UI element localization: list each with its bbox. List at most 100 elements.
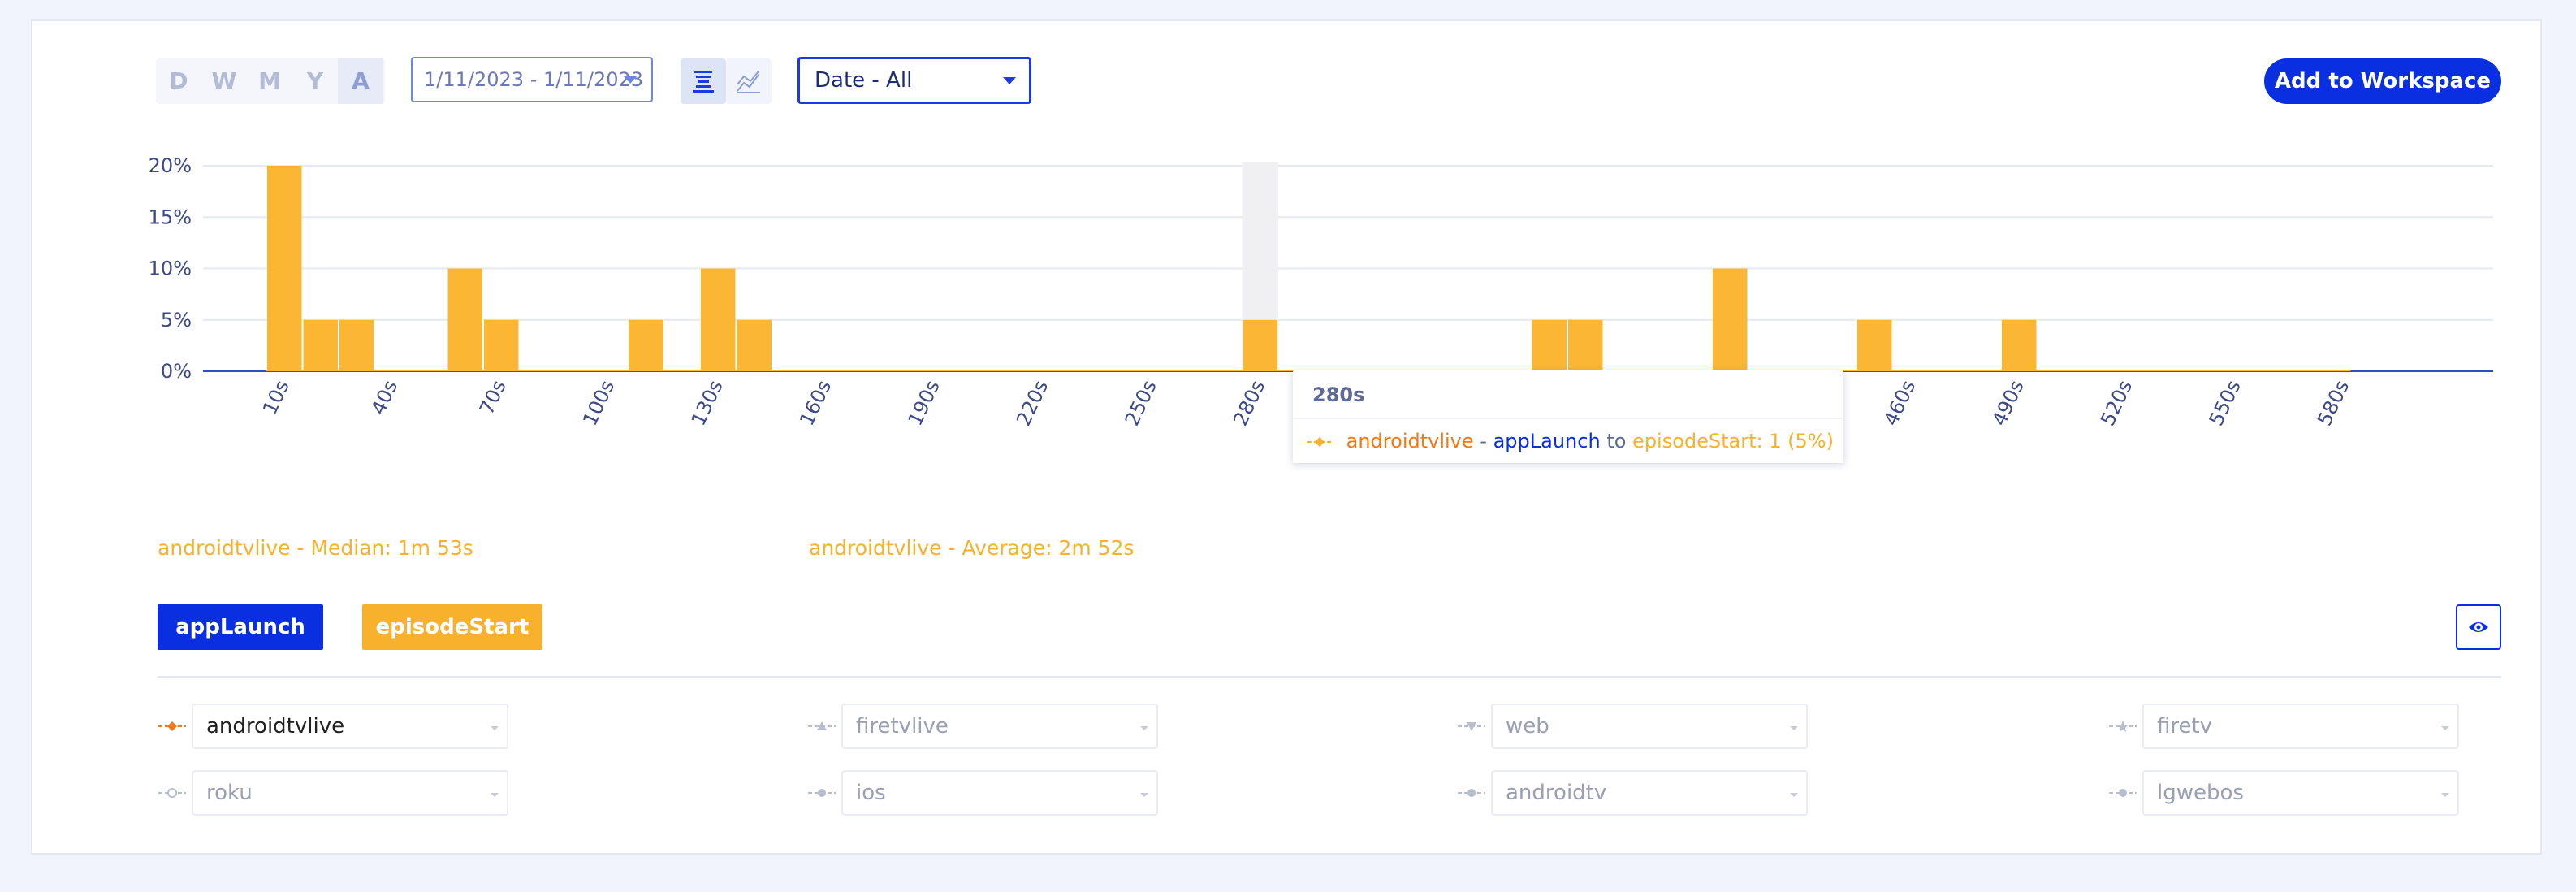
chevron-down-icon <box>2441 726 2449 730</box>
x-tick-label: 550s <box>2205 377 2245 430</box>
bar <box>629 319 663 371</box>
x-tick-label: 130s <box>687 377 728 430</box>
y-axis-ticks: 0% 5% 10% 15% 20% <box>149 154 192 383</box>
event-applaunch-button[interactable]: appLaunch <box>158 604 323 650</box>
series-marker-icon <box>158 788 186 798</box>
chart-grid <box>203 165 2493 372</box>
date-range-value: 1/11/2023 - 1/11/2023 <box>424 68 644 91</box>
chart-tooltip: 280s androidtvlive - appLaunch to episod… <box>1293 370 1843 463</box>
series-marker-icon <box>1307 437 1332 447</box>
legend-select[interactable]: androidtvlive <box>192 704 508 749</box>
tooltip-from-event: appLaunch <box>1493 430 1601 452</box>
chevron-down-icon <box>1003 77 1016 84</box>
line-view-button[interactable] <box>726 58 772 104</box>
tooltip-row: androidtvlive - appLaunch to episodeStar… <box>1293 419 1843 463</box>
x-tick-label: 160s <box>795 377 836 430</box>
legend-item-androidtvlive[interactable]: androidtvlive <box>158 704 508 751</box>
x-tick-label: 70s <box>475 377 511 418</box>
legend-label: lgwebos <box>2157 781 2244 805</box>
legend-select[interactable]: ios <box>841 770 1158 816</box>
date-range-picker[interactable]: 1/11/2023 - 1/11/2023 <box>411 57 653 102</box>
legend-label: firetvlive <box>856 714 949 738</box>
x-tick-label: 100s <box>578 377 619 430</box>
add-to-workspace-button[interactable]: Add to Workspace <box>2264 58 2501 104</box>
series-marker-icon <box>2109 789 2137 797</box>
bar <box>701 268 736 371</box>
average-stat: androidtvlive - Average: 2m 52s <box>809 536 1135 560</box>
chevron-down-icon <box>491 726 499 730</box>
bar-view-button[interactable] <box>681 58 726 104</box>
bar <box>1857 319 1892 371</box>
bar <box>1532 319 1567 371</box>
period-day[interactable]: D <box>169 67 188 94</box>
legend-item-roku[interactable]: roku <box>158 770 508 817</box>
line-chart-icon <box>737 71 760 93</box>
x-tick-label: 40s <box>367 377 403 418</box>
x-tick-label: 460s <box>1879 377 1920 430</box>
y-tick-label: 20% <box>149 154 192 177</box>
x-tick-label: 580s <box>2313 377 2353 430</box>
x-tick-label: 520s <box>2096 377 2137 430</box>
legend-select[interactable]: firetv <box>2142 704 2459 749</box>
legend-item-web[interactable]: web <box>1457 704 1808 751</box>
legend-select[interactable]: lgwebos <box>2142 770 2459 816</box>
chevron-down-icon <box>1140 793 1148 797</box>
legend-item-firetvlive[interactable]: firetvlive <box>807 704 1158 751</box>
legend-select[interactable]: web <box>1491 704 1808 749</box>
bar <box>2002 319 2037 371</box>
bar <box>1713 268 1748 371</box>
chart-card <box>31 19 2542 855</box>
median-stat: androidtvlive - Median: 1m 53s <box>158 536 473 560</box>
period-week[interactable]: W <box>211 67 237 94</box>
bar <box>1243 319 1277 371</box>
legend-item-ios[interactable]: ios <box>807 770 1158 817</box>
y-tick-label: 15% <box>149 206 192 228</box>
legend-select[interactable]: firetvlive <box>841 704 1158 749</box>
period-year[interactable]: Y <box>306 67 324 94</box>
legend-label: androidtvlive <box>206 714 345 738</box>
period-month[interactable]: M <box>258 67 281 94</box>
event-episodestart-button[interactable]: episodeStart <box>362 604 542 650</box>
histogram-chart: 0% 5% 10% 15% 20% 10s 40s 70s 100s 130s 160s 190s 2… <box>149 154 2493 430</box>
y-tick-label: 10% <box>149 258 192 280</box>
bar <box>1568 319 1603 371</box>
legend-label: roku <box>206 781 253 805</box>
tooltip-series: androidtvlive <box>1346 430 1474 452</box>
bar <box>447 268 482 371</box>
series-marker-icon <box>1458 789 1485 797</box>
bar <box>339 319 374 371</box>
chevron-down-icon <box>491 793 499 797</box>
date-filter-dropdown[interactable]: Date - All <box>797 57 1031 104</box>
bar <box>484 319 519 371</box>
chevron-down-icon <box>624 76 637 84</box>
legend-label: firetv <box>2157 714 2213 738</box>
bar <box>267 166 302 371</box>
tooltip-to-event: episodeStart <box>1632 430 1757 452</box>
period-all[interactable]: A <box>338 58 383 104</box>
x-tick-label: 490s <box>1988 377 2029 430</box>
legend-label: androidtv <box>1506 781 1607 805</box>
legend-select[interactable]: androidtv <box>1491 770 1808 816</box>
legend-label: web <box>1506 714 1549 738</box>
legend-item-androidtv[interactable]: androidtv <box>1457 770 1808 817</box>
visibility-toggle-button[interactable] <box>2456 604 2501 650</box>
chevron-down-icon <box>2441 793 2449 797</box>
legend-select[interactable]: roku <box>192 770 508 816</box>
tooltip-connector: to <box>1606 430 1627 452</box>
legend-item-lgwebos[interactable]: lgwebos <box>2108 770 2459 817</box>
bar <box>737 319 772 371</box>
series-marker-icon <box>808 721 836 730</box>
series-marker-icon <box>2109 721 2137 732</box>
x-tick-label: 250s <box>1121 377 1161 430</box>
section-divider <box>158 676 2501 678</box>
x-tick-label: 10s <box>258 377 294 418</box>
x-tick-label: 190s <box>904 377 944 430</box>
series-marker-icon <box>808 789 836 797</box>
tooltip-title: 280s <box>1293 370 1843 419</box>
legend-label: ios <box>856 781 886 805</box>
tooltip-value: 1 (5%) <box>1769 430 1834 452</box>
legend-item-firetv[interactable]: firetv <box>2108 704 2459 751</box>
chart-bars <box>266 166 2351 371</box>
series-marker-icon <box>158 721 186 731</box>
y-tick-label: 0% <box>161 360 192 383</box>
